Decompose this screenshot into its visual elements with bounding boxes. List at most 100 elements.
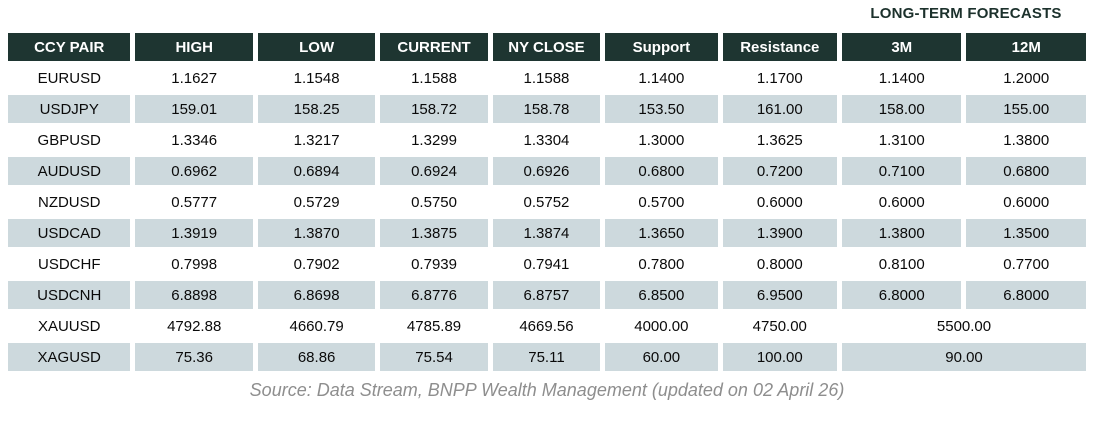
value-cell: 1.2000 [966, 64, 1086, 92]
value-cell: 6.8000 [966, 281, 1086, 309]
table-row-usdcnh: USDCNH 6.8898 6.8698 6.8776 6.8757 6.8500 6.95… [8, 281, 1086, 309]
value-cell: 6.8698 [257, 281, 376, 309]
value-cell: 6.8757 [492, 281, 601, 309]
col-header-current: CURRENT [380, 33, 488, 61]
value-cell: 1.3900 [722, 219, 838, 247]
value-cell: 6.8776 [380, 281, 488, 309]
col-header-ny-close: NY CLOSE [492, 33, 601, 61]
ccy-pair-cell: USDJPY [8, 95, 131, 123]
value-cell: 0.5750 [380, 188, 488, 216]
value-cell: 1.3346 [135, 126, 253, 154]
value-cell: 161.00 [722, 95, 838, 123]
ccy-pair-cell: USDCAD [8, 219, 131, 247]
value-cell: 6.8898 [135, 281, 253, 309]
value-cell: 1.3299 [380, 126, 488, 154]
value-cell: 75.11 [492, 343, 601, 371]
value-cell: 158.78 [492, 95, 601, 123]
value-cell: 1.3870 [257, 219, 376, 247]
forecast-merged-cell: 5500.00 [842, 312, 1086, 340]
header-row: CCY PAIR HIGH LOW CURRENT NY CLOSE Suppo… [8, 33, 1086, 61]
table-row-xauusd: XAUUSD 4792.88 4660.79 4785.89 4669.56 4000.0… [8, 312, 1086, 340]
value-cell: 6.8000 [842, 281, 962, 309]
ccy-pair-cell: XAGUSD [8, 343, 131, 371]
table-row-audusd: AUDUSD 0.6962 0.6894 0.6924 0.6926 0.6800 0.72… [8, 157, 1086, 185]
value-cell: 0.6000 [842, 188, 962, 216]
value-cell: 1.3000 [605, 126, 718, 154]
value-cell: 1.3800 [966, 126, 1086, 154]
table-body: EURUSD 1.1627 1.1548 1.1588 1.1588 1.1400 1.17… [8, 64, 1086, 371]
col-header-support: Support [605, 33, 718, 61]
value-cell: 4792.88 [135, 312, 253, 340]
value-cell: 1.3800 [842, 219, 962, 247]
ccy-pair-cell: AUDUSD [8, 157, 131, 185]
value-cell: 0.7700 [966, 250, 1086, 278]
value-cell: 0.7941 [492, 250, 601, 278]
value-cell: 1.1700 [722, 64, 838, 92]
long-term-forecasts-title: LONG-TERM FORECASTS [870, 5, 1062, 22]
value-cell: 0.8100 [842, 250, 962, 278]
ccy-pair-cell: GBPUSD [8, 126, 131, 154]
value-cell: 1.3100 [842, 126, 962, 154]
fx-forecast-table: CCY PAIR HIGH LOW CURRENT NY CLOSE Suppo… [3, 30, 1091, 374]
value-cell: 0.8000 [722, 250, 838, 278]
value-cell: 60.00 [605, 343, 718, 371]
value-cell: 0.6800 [605, 157, 718, 185]
value-cell: 1.1627 [135, 64, 253, 92]
value-cell: 68.86 [257, 343, 376, 371]
value-cell: 0.7902 [257, 250, 376, 278]
value-cell: 0.7200 [722, 157, 838, 185]
table-header: CCY PAIR HIGH LOW CURRENT NY CLOSE Suppo… [8, 33, 1086, 61]
value-cell: 159.01 [135, 95, 253, 123]
value-cell: 1.1588 [492, 64, 601, 92]
value-cell: 6.9500 [722, 281, 838, 309]
value-cell: 153.50 [605, 95, 718, 123]
value-cell: 1.3304 [492, 126, 601, 154]
table-row-usdchf: USDCHF 0.7998 0.7902 0.7939 0.7941 0.7800 0.80… [8, 250, 1086, 278]
value-cell: 1.1588 [380, 64, 488, 92]
value-cell: 4669.56 [492, 312, 601, 340]
value-cell: 1.3874 [492, 219, 601, 247]
value-cell: 0.6000 [966, 188, 1086, 216]
table-row-usdcad: USDCAD 1.3919 1.3870 1.3875 1.3874 1.3650 1.39… [8, 219, 1086, 247]
col-header-resistance: Resistance [722, 33, 838, 61]
value-cell: 0.6894 [257, 157, 376, 185]
value-cell: 4750.00 [722, 312, 838, 340]
value-cell: 1.3875 [380, 219, 488, 247]
value-cell: 155.00 [966, 95, 1086, 123]
ccy-pair-cell: XAUUSD [8, 312, 131, 340]
value-cell: 4785.89 [380, 312, 488, 340]
ccy-pair-cell: EURUSD [8, 64, 131, 92]
table-row-usdjpy: USDJPY 159.01 158.25 158.72 158.78 153.50 161.… [8, 95, 1086, 123]
value-cell: 1.3919 [135, 219, 253, 247]
col-header-ccy-pair: CCY PAIR [8, 33, 131, 61]
value-cell: 0.6000 [722, 188, 838, 216]
table-row-xagusd: XAGUSD 75.36 68.86 75.54 75.11 60.00 100.00 90.… [8, 343, 1086, 371]
col-header-high: HIGH [135, 33, 253, 61]
ccy-pair-cell: NZDUSD [8, 188, 131, 216]
value-cell: 0.5700 [605, 188, 718, 216]
value-cell: 1.3625 [722, 126, 838, 154]
value-cell: 1.1548 [257, 64, 376, 92]
forecast-merged-cell: 90.00 [842, 343, 1086, 371]
value-cell: 0.5729 [257, 188, 376, 216]
value-cell: 1.3500 [966, 219, 1086, 247]
value-cell: 0.5752 [492, 188, 601, 216]
col-header-low: LOW [257, 33, 376, 61]
col-header-12m: 12M [966, 33, 1086, 61]
value-cell: 75.36 [135, 343, 253, 371]
value-cell: 0.6924 [380, 157, 488, 185]
value-cell: 0.7998 [135, 250, 253, 278]
table-row-gbpusd: GBPUSD 1.3346 1.3217 1.3299 1.3304 1.3000 1.36… [8, 126, 1086, 154]
value-cell: 158.00 [842, 95, 962, 123]
value-cell: 6.8500 [605, 281, 718, 309]
value-cell: 0.6926 [492, 157, 601, 185]
table-row-nzdusd: NZDUSD 0.5777 0.5729 0.5750 0.5752 0.5700 0.60… [8, 188, 1086, 216]
value-cell: 100.00 [722, 343, 838, 371]
ccy-pair-cell: USDCHF [8, 250, 131, 278]
value-cell: 0.7939 [380, 250, 488, 278]
value-cell: 0.6800 [966, 157, 1086, 185]
value-cell: 0.7100 [842, 157, 962, 185]
value-cell: 1.3217 [257, 126, 376, 154]
value-cell: 1.1400 [605, 64, 718, 92]
